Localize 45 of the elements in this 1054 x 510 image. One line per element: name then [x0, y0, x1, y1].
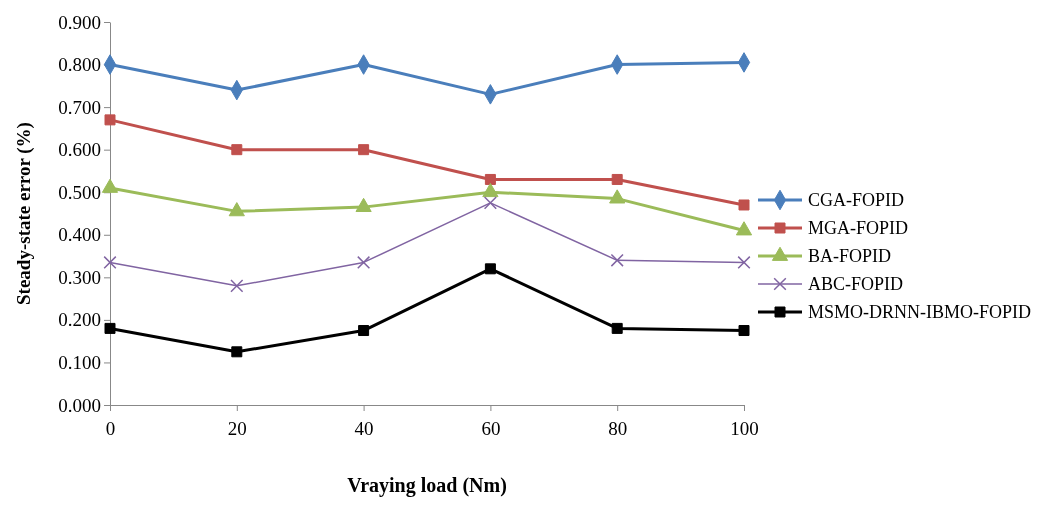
point — [738, 199, 750, 211]
point — [610, 253, 624, 267]
x-tick-label: 80 — [608, 417, 628, 439]
point — [357, 255, 371, 269]
y-tick-label: 0.800 — [58, 54, 101, 76]
point — [358, 325, 370, 337]
point — [104, 322, 116, 334]
point — [483, 196, 497, 210]
x-tick-label: 40 — [354, 417, 374, 439]
y-tick-label: 0.500 — [58, 181, 101, 203]
point — [738, 325, 750, 337]
y-axis-title: Steady-state error (%) — [13, 122, 35, 305]
legend-label: ABC-FOPID — [808, 274, 904, 295]
y-tick-label: 0.700 — [58, 96, 101, 118]
point — [228, 202, 245, 217]
x-tick-label: 20 — [227, 417, 247, 439]
point — [735, 221, 753, 236]
point — [231, 144, 243, 156]
point — [104, 114, 116, 126]
point — [611, 322, 623, 334]
legend-label: MSMO-DRNN-IBMO-FOPID — [808, 302, 1032, 323]
point — [358, 144, 370, 156]
point — [609, 189, 626, 204]
legend-label: CGA-FOPID — [808, 190, 905, 211]
x-tick-label: 100 — [730, 417, 759, 439]
y-tick-label: 0.900 — [58, 11, 101, 33]
point — [230, 279, 244, 293]
x-tick-label: 0 — [105, 417, 116, 439]
y-tick-label: 0.300 — [58, 266, 101, 288]
point — [231, 346, 243, 358]
point — [611, 173, 623, 185]
legend-label: BA-FOPID — [808, 246, 892, 267]
x-axis-title: Vraying load (Nm) — [347, 474, 507, 497]
legend-label: MGA-FOPID — [808, 218, 909, 239]
y-tick-label: 0.100 — [58, 352, 101, 374]
point — [484, 173, 496, 185]
y-tick-label: 0.400 — [58, 224, 101, 246]
x-tick-label: 60 — [481, 417, 501, 439]
y-tick-label: 0.000 — [58, 394, 101, 416]
y-tick-label: 0.600 — [58, 139, 101, 161]
point — [103, 255, 117, 269]
point — [482, 182, 499, 198]
point — [737, 255, 751, 269]
y-tick-label: 0.200 — [58, 309, 101, 331]
point — [484, 263, 496, 275]
